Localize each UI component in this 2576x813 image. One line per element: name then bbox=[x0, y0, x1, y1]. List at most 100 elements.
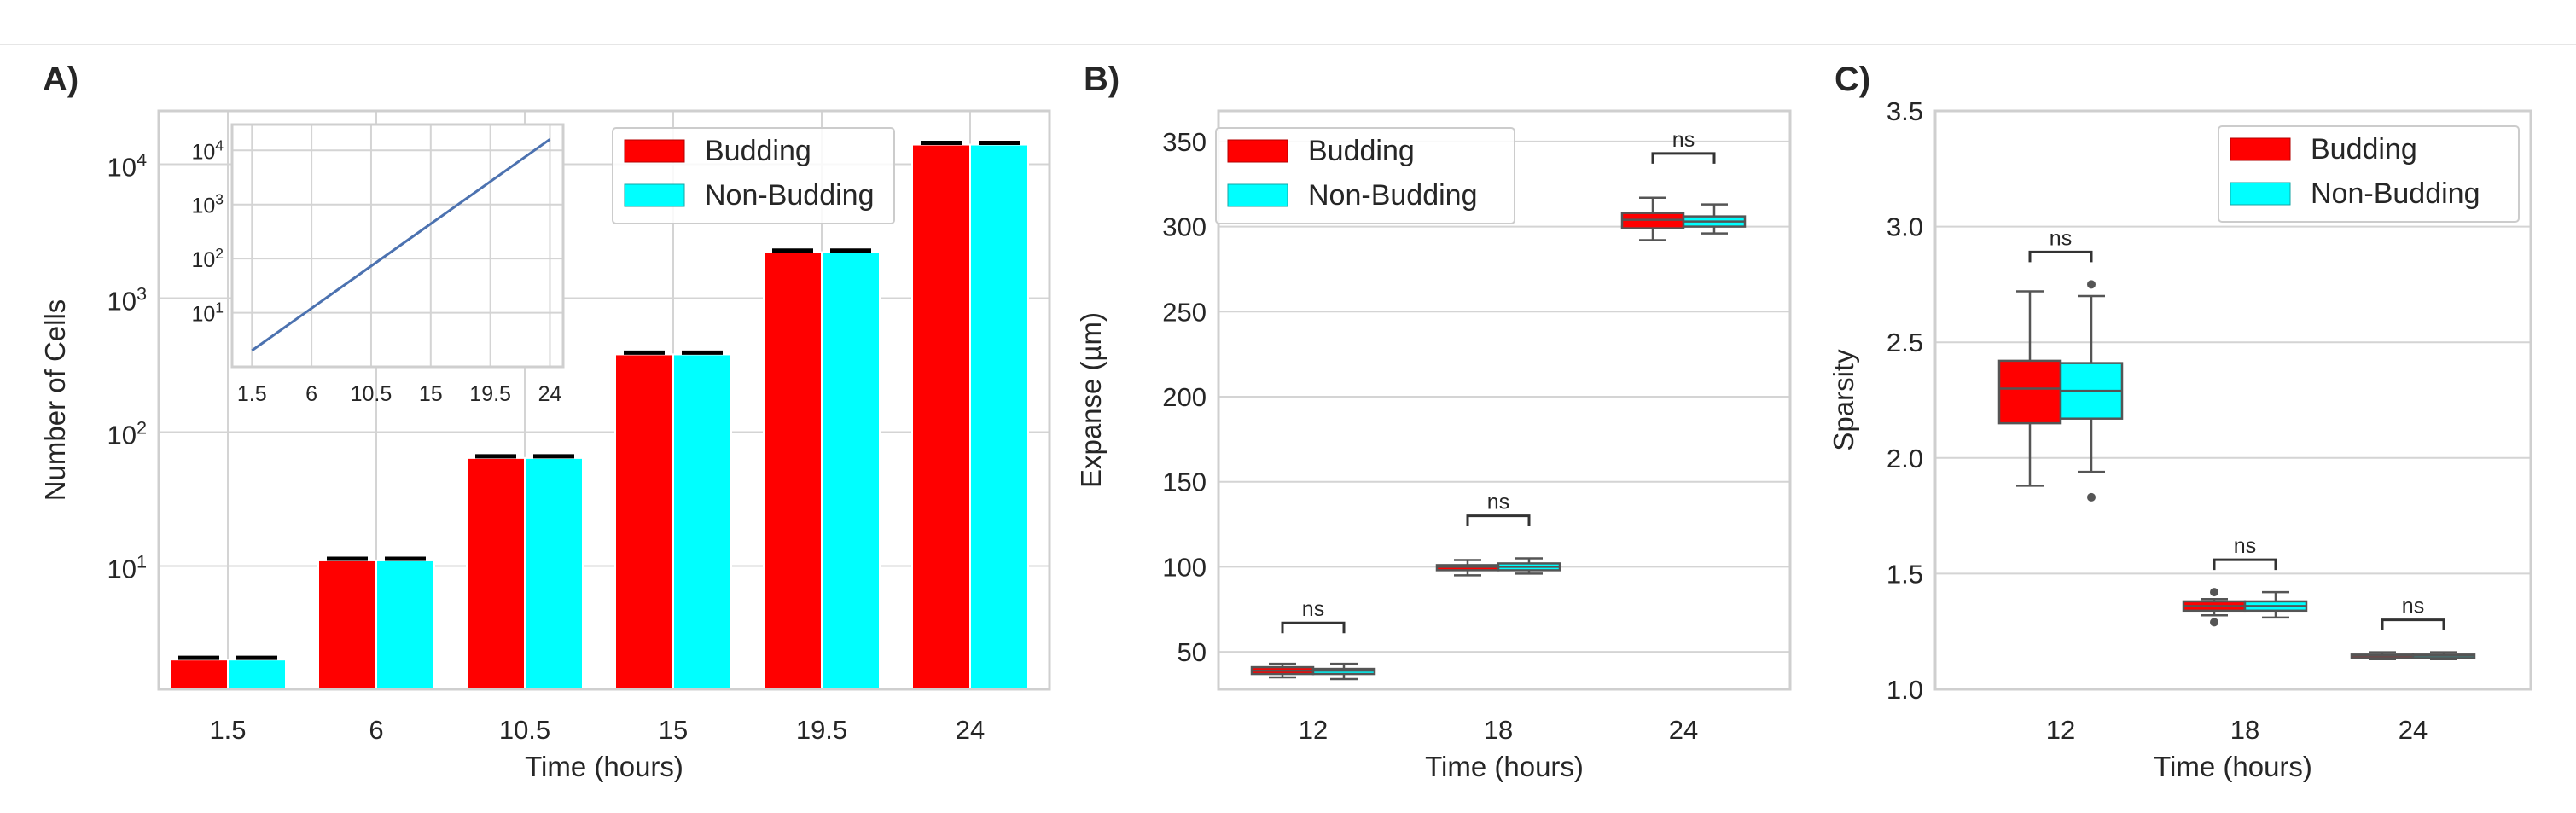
panel-label-b: B) bbox=[1084, 61, 1119, 98]
box-non-budding bbox=[2059, 280, 2124, 502]
axes-frame bbox=[1933, 109, 2532, 691]
box-non-budding bbox=[1497, 557, 1561, 575]
bracket-line bbox=[1281, 621, 1346, 634]
y-tick-label: 150 bbox=[1162, 467, 1207, 497]
x-tick-label: 18 bbox=[2230, 715, 2259, 745]
bracket-line bbox=[2213, 558, 2277, 571]
box-non-budding bbox=[1682, 203, 1747, 235]
y-tick-label: 1.0 bbox=[1887, 675, 1923, 705]
bar-non-budding bbox=[969, 143, 1029, 690]
box-budding bbox=[1435, 559, 1500, 577]
x-tick-label: 1.5 bbox=[209, 715, 246, 745]
box-budding bbox=[2350, 651, 2415, 660]
panel-c-box-chart: C) 1.0 1.5 2.0 2.5 3.0 3.5 ns ns ns 12 18 24 Time (ho… bbox=[1828, 61, 2532, 782]
y-tick-label: 50 bbox=[1178, 637, 1207, 667]
panel-a-bar-chart: A) 101 102 103 104 1.5 6 10.5 15 19.5 24 Time (hour… bbox=[39, 61, 1051, 782]
legend-c-label-0: Budding bbox=[2311, 133, 2417, 166]
bar-non-budding bbox=[821, 251, 881, 690]
bar-budding bbox=[169, 659, 229, 690]
box-budding bbox=[1620, 196, 1685, 241]
inset-frame bbox=[230, 123, 565, 369]
significance-bracket: ns bbox=[1281, 597, 1346, 634]
legend-b-label-1: Non-Budding bbox=[1308, 179, 1477, 212]
inset-y-tick-label: 104 bbox=[191, 136, 224, 164]
x-tick-label: 12 bbox=[2046, 715, 2075, 745]
significance-label: ns bbox=[2050, 226, 2072, 250]
significance-bracket: ns bbox=[1466, 491, 1531, 526]
inset-growth-line bbox=[251, 138, 551, 352]
x-tick-label: 6 bbox=[369, 715, 383, 745]
x-tick-label: 12 bbox=[1299, 715, 1328, 745]
y-tick-label: 2.0 bbox=[1887, 444, 1923, 473]
y-tick-label: 101 bbox=[107, 550, 147, 584]
legend-a-label-0: Budding bbox=[705, 135, 811, 167]
y-tick-label: 1.5 bbox=[1887, 559, 1923, 589]
y-tick-label: 350 bbox=[1162, 127, 1207, 157]
outlier-point bbox=[2087, 280, 2096, 289]
x-tick-label: 15 bbox=[659, 715, 688, 745]
legend-b-swatch-1 bbox=[1227, 183, 1288, 207]
bar-budding bbox=[911, 143, 971, 690]
panel-label-c: C) bbox=[1835, 61, 1870, 98]
inset-y-tick-label: 103 bbox=[191, 191, 224, 218]
significance-label: ns bbox=[1302, 597, 1324, 621]
box-budding bbox=[2182, 588, 2247, 627]
x-axis-label: Time (hours) bbox=[525, 751, 683, 782]
legend-a-label-1: Non-Budding bbox=[705, 179, 874, 212]
legend-a-swatch-0 bbox=[624, 139, 685, 163]
box-iqr bbox=[1997, 359, 2062, 425]
x-axis-label: Time (hours) bbox=[2154, 751, 2312, 782]
bar-non-budding bbox=[227, 659, 287, 690]
panel-label-a: A) bbox=[43, 61, 79, 98]
bar-budding bbox=[614, 353, 674, 690]
significance-bracket: ns bbox=[1651, 128, 1716, 164]
y-tick-label: 3.5 bbox=[1887, 96, 1923, 126]
inset-line-chart: 101 102 103 104 1.5 6 10.5 15 19.5 24 bbox=[191, 123, 565, 406]
y-tick-label: 102 bbox=[107, 416, 147, 450]
legend-c-frame bbox=[2218, 125, 2520, 223]
legend-a-swatch-1 bbox=[624, 183, 685, 207]
y-tick-label: 103 bbox=[107, 282, 147, 316]
significance-bracket: ns bbox=[2213, 534, 2277, 571]
outlier-point bbox=[2087, 492, 2096, 502]
inset-y-tick-label: 102 bbox=[191, 245, 224, 272]
y-tick-label: 100 bbox=[1162, 552, 1207, 582]
inset-x-tick-label: 10.5 bbox=[351, 382, 393, 406]
y-tick-label: 104 bbox=[107, 148, 147, 183]
significance-bracket: ns bbox=[2381, 595, 2445, 630]
bracket-line bbox=[1466, 514, 1531, 526]
inset-x-tick-label: 1.5 bbox=[237, 382, 267, 406]
x-tick-label: 18 bbox=[1484, 715, 1513, 745]
legend-b-label-0: Budding bbox=[1308, 135, 1415, 167]
legend-c-label-1: Non-Budding bbox=[2311, 177, 2480, 210]
legend-c-swatch-1 bbox=[2230, 182, 2291, 206]
significance-label: ns bbox=[2234, 534, 2256, 558]
y-tick-label: 200 bbox=[1162, 382, 1207, 412]
legend-c-swatch-0 bbox=[2230, 137, 2291, 161]
x-tick-label: 24 bbox=[1669, 715, 1698, 745]
x-tick-label: 19.5 bbox=[796, 715, 847, 745]
inset-x-tick-label: 6 bbox=[305, 382, 317, 406]
significance-label: ns bbox=[1672, 128, 1695, 152]
significance-label: ns bbox=[1487, 491, 1509, 514]
x-tick-label: 24 bbox=[956, 715, 985, 745]
legend-b-swatch-0 bbox=[1227, 139, 1288, 163]
bar-non-budding bbox=[524, 456, 584, 691]
box-budding bbox=[1250, 662, 1315, 679]
y-axis-label: Expanse (µm) bbox=[1075, 312, 1107, 488]
significance-label: ns bbox=[2402, 595, 2424, 618]
box-non-budding bbox=[2411, 651, 2476, 660]
box-non-budding bbox=[1311, 662, 1376, 681]
bracket-line bbox=[2028, 250, 2093, 263]
bar-budding bbox=[763, 251, 823, 690]
outlier-point bbox=[2210, 618, 2218, 627]
y-tick-label: 300 bbox=[1162, 212, 1207, 242]
bar-budding bbox=[466, 456, 526, 691]
x-tick-label: 10.5 bbox=[499, 715, 550, 745]
inset-x-tick-label: 19.5 bbox=[469, 382, 511, 406]
y-axis-label: Number of Cells bbox=[39, 299, 71, 502]
x-tick-label: 24 bbox=[2399, 715, 2428, 745]
legend-b-frame bbox=[1215, 127, 1515, 224]
bracket-line bbox=[1651, 152, 1716, 164]
